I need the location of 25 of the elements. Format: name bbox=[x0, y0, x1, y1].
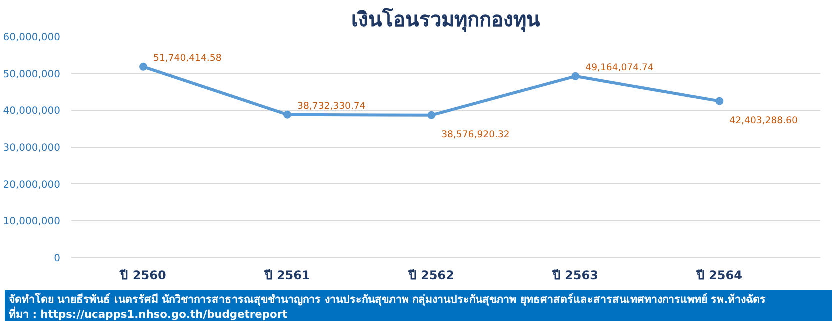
y-tick-label: 20,000,000 bbox=[3, 180, 61, 191]
x-tick-label: ปี 2564 bbox=[696, 268, 742, 282]
point bbox=[716, 97, 724, 106]
point bbox=[284, 110, 292, 119]
y-tick-label: 60,000,000 bbox=[3, 32, 61, 44]
point bbox=[572, 72, 580, 80]
point bbox=[140, 62, 148, 71]
x-tick-label: ปี 2560 bbox=[120, 268, 166, 282]
text: ที่มา : https://ucapps1.nhso.go.th/budgetreport bbox=[9, 308, 288, 321]
y-tick-label: 10,000,000 bbox=[3, 216, 61, 228]
y-tick-label: 0 bbox=[54, 254, 61, 264]
chart-title: เงินโอนรวมทุกกองทุน bbox=[352, 8, 540, 32]
x-tick-label: ปี 2563 bbox=[552, 268, 598, 282]
x-tick-label: ปี 2562 bbox=[408, 268, 454, 282]
data-label: 51,740,414.58 bbox=[154, 52, 222, 64]
point bbox=[428, 111, 436, 120]
x-tick-label: ปี 2561 bbox=[264, 268, 310, 282]
y-tick-label: 40,000,000 bbox=[3, 106, 61, 118]
data-label: 42,403,288.60 bbox=[730, 115, 798, 126]
text: จัดทำโดย นายธีรพันธ์ เนตรรัศมี นักวิชาการสาธารณสุขชำนาญการ งานประกันสุขภาพ กลุ่มงานประกันสุขภาพ ยุทธศาสตร์และสารสนเทศทางการแพทย์ รพ.ห้างฉัตร bbox=[9, 293, 766, 306]
y-tick-label: 50,000,000 bbox=[3, 69, 61, 80]
data-label: 49,164,074.74 bbox=[586, 62, 654, 74]
data-label: 38,576,920.32 bbox=[442, 129, 510, 140]
y-tick-label: 30,000,000 bbox=[3, 143, 61, 154]
data-label: 38,732,330.74 bbox=[298, 100, 366, 112]
